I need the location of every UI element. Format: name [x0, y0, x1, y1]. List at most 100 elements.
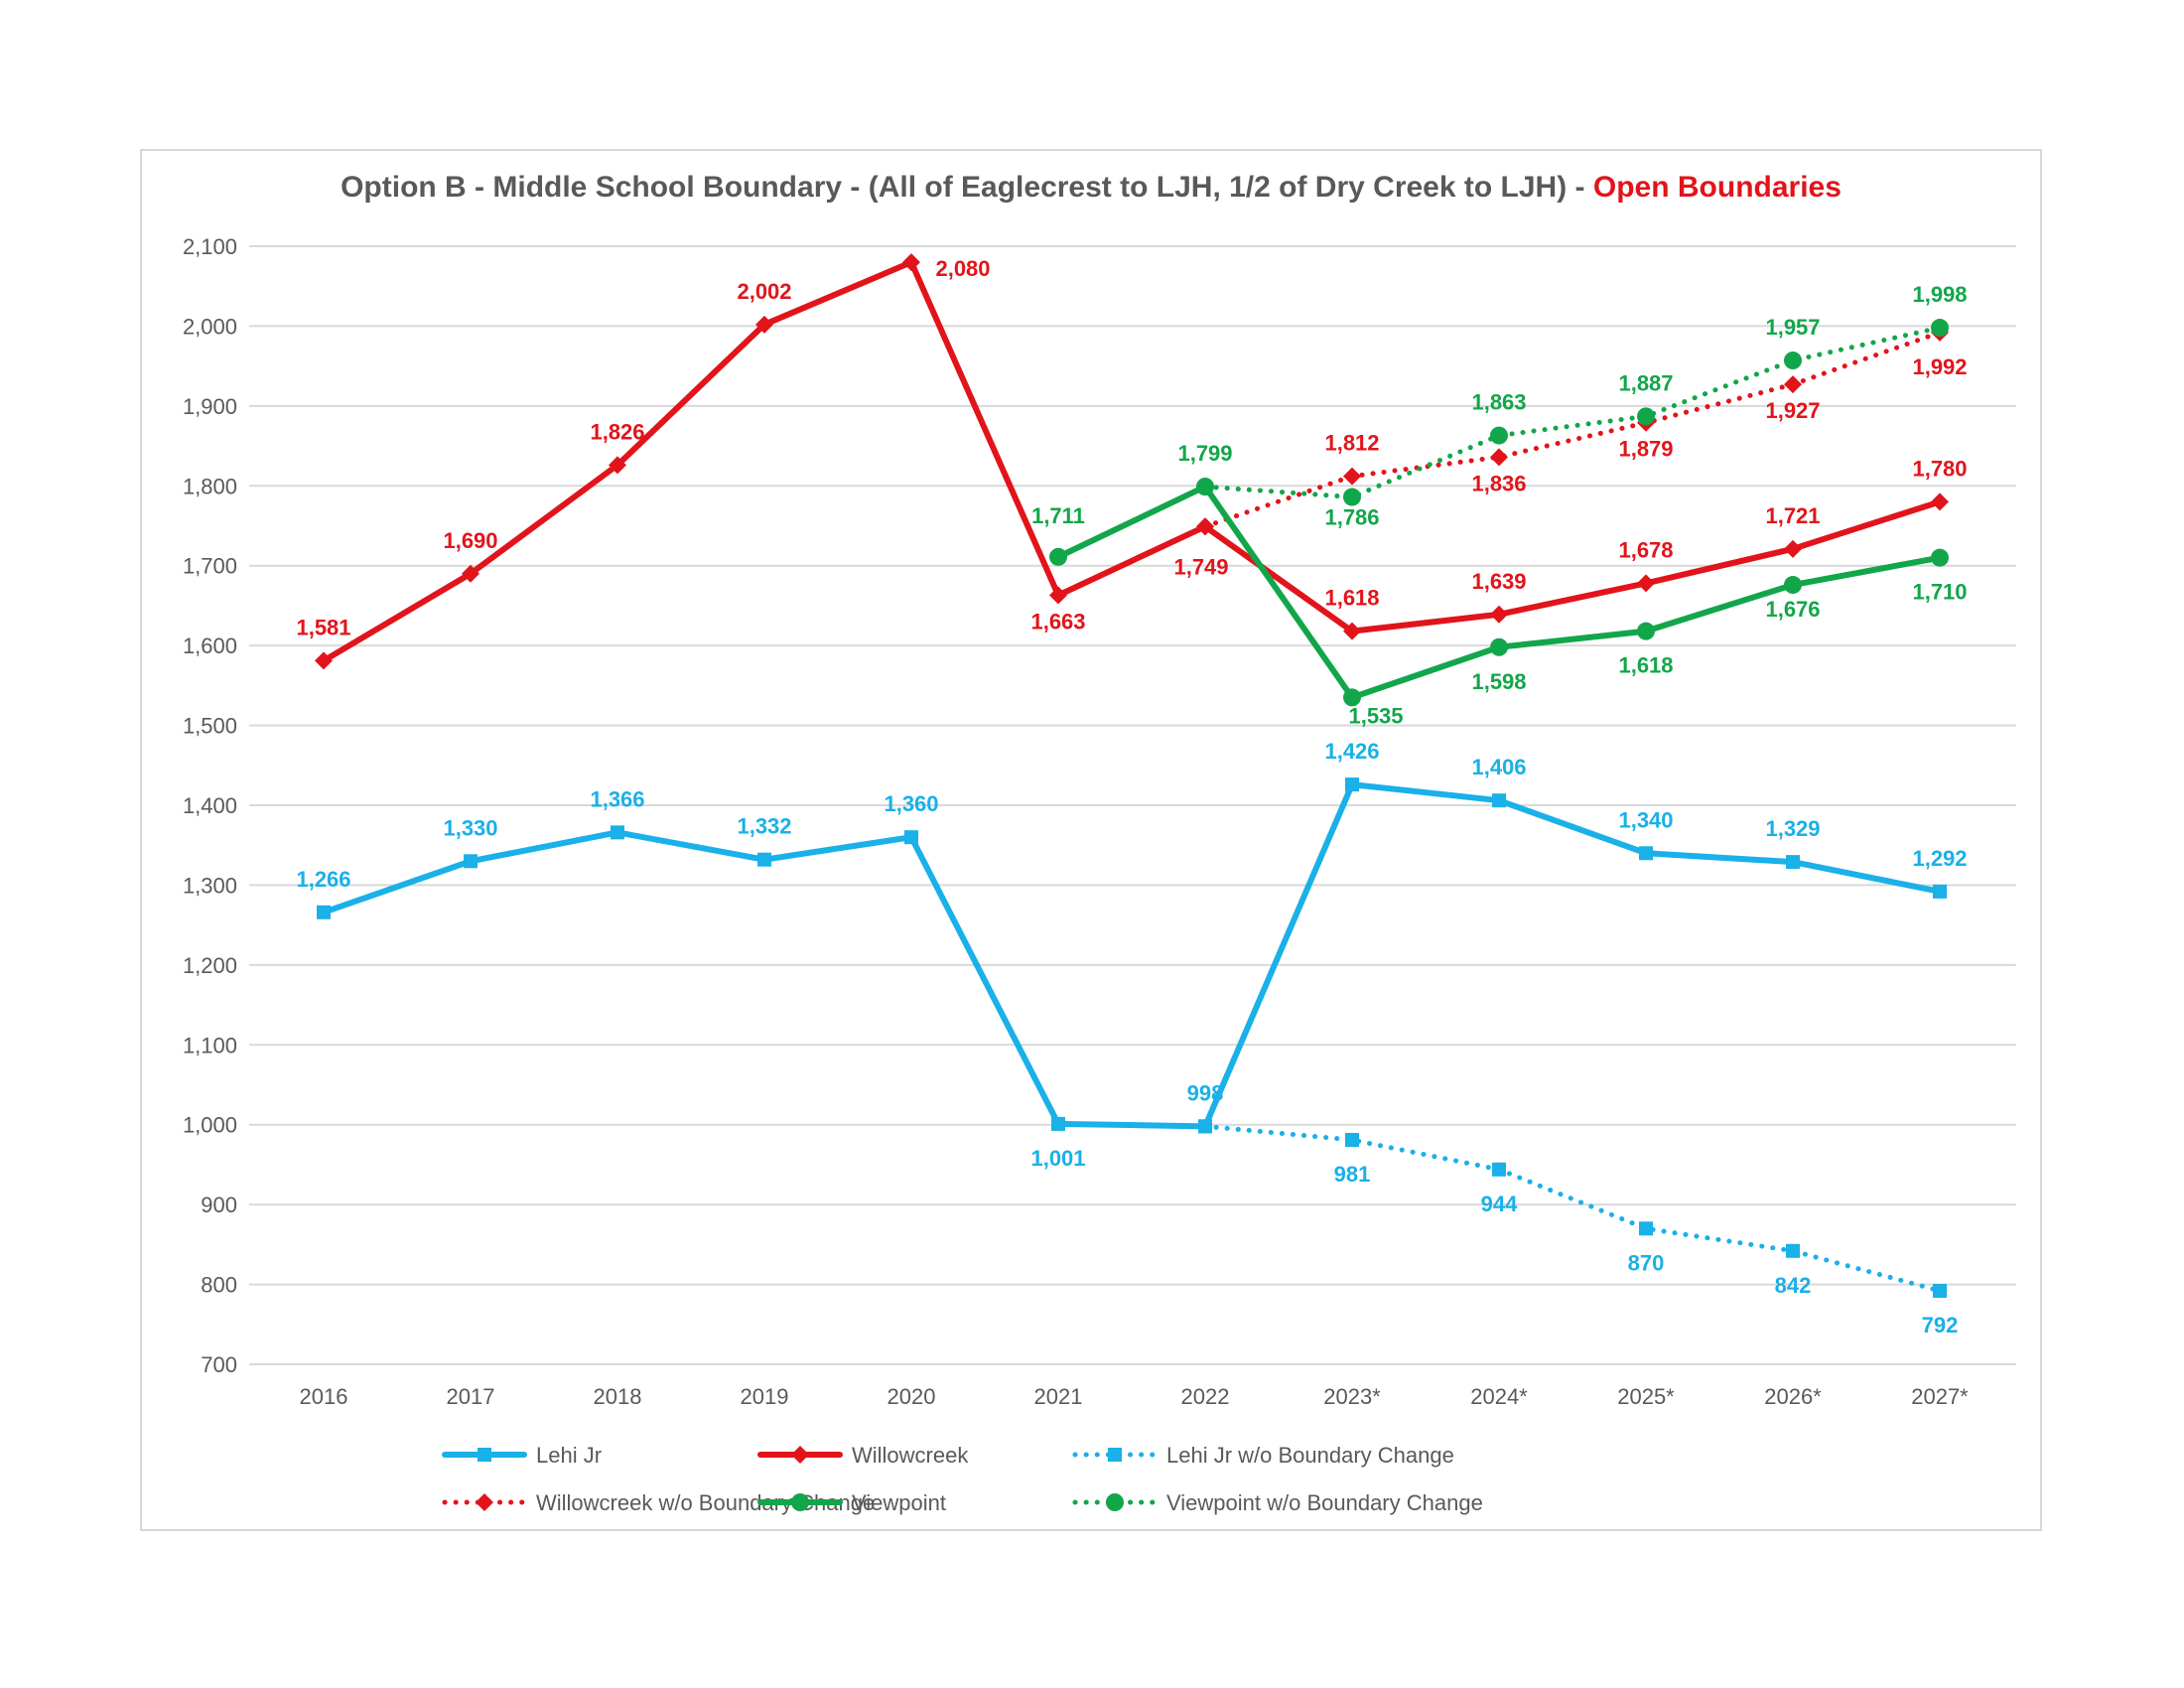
chart-title-accent: Open Boundaries [1593, 171, 1842, 204]
x-tick-label: 2019 [741, 1384, 789, 1409]
y-tick-label: 1,400 [183, 793, 237, 818]
data-label-lehi-jr: 1,406 [1471, 755, 1526, 779]
data-label-lehi-jr: 1,360 [884, 791, 938, 816]
point-lehi-jr [904, 830, 918, 845]
data-label-viewpoint-w-o-boundary-change: 1,998 [1912, 282, 1967, 307]
point-willowcreek-w-o-boundary-change [1343, 467, 1361, 486]
point-viewpoint [1637, 622, 1655, 640]
y-tick-label: 1,200 [183, 953, 237, 978]
data-label-lehi-jr: 1,332 [737, 814, 791, 839]
data-label-viewpoint: 1,711 [1031, 503, 1085, 528]
y-tick-label: 900 [201, 1193, 237, 1217]
y-tick-label: 1,900 [183, 394, 237, 419]
data-label-lehi-jr: 1,366 [590, 786, 644, 811]
data-label-lehi-jr-w-o-boundary-change: 792 [1922, 1313, 1959, 1337]
point-willowcreek [1049, 586, 1067, 605]
point-viewpoint [1343, 688, 1361, 707]
point-lehi-jr [1933, 884, 1947, 899]
legend-marker-viewpoint-w-o-boundary-change [1106, 1493, 1124, 1511]
point-willowcreek [462, 564, 479, 583]
data-label-willowcreek: 1,721 [1765, 503, 1820, 528]
data-labels: 1,266 1,330 1,366 1,332 1,360 1,001 998 1,426 1,… [296, 256, 1967, 1337]
data-label-lehi-jr: 998 [1187, 1080, 1224, 1105]
point-lehi-jr-w-o-boundary-change [1786, 1243, 1800, 1258]
x-tick-label: 2023* [1323, 1384, 1381, 1409]
x-tick-label: 2022 [1181, 1384, 1230, 1409]
legend-label-lehi-jr: Lehi Jr [536, 1443, 602, 1468]
point-willowcreek [902, 253, 920, 272]
legend-marker-willowcreek [791, 1446, 809, 1464]
point-lehi-jr [1786, 855, 1800, 870]
data-label-willowcreek: 1,780 [1912, 456, 1967, 481]
x-tick-label: 2025* [1617, 1384, 1675, 1409]
legend-label-viewpoint: Viewpoint [852, 1490, 946, 1515]
data-label-willowcreek: 1,678 [1618, 537, 1673, 562]
data-label-lehi-jr: 1,340 [1618, 807, 1673, 832]
data-label-lehi-jr-w-o-boundary-change: 842 [1775, 1273, 1812, 1298]
data-label-viewpoint: 1,799 [1177, 441, 1232, 466]
legend-marker-willowcreek-w-o-boundary-change [476, 1493, 493, 1511]
point-viewpoint-w-o-boundary-change [1343, 488, 1361, 506]
point-willowcreek [1931, 492, 1949, 511]
point-willowcreek [1637, 574, 1655, 593]
y-axis-ticks: 2,100 2,000 1,900 1,800 1,700 1,600 1,500 1,400… [183, 234, 237, 1377]
point-lehi-jr-w-o-boundary-change [1933, 1284, 1947, 1299]
x-tick-label: 2021 [1034, 1384, 1083, 1409]
data-label-viewpoint: 1,618 [1618, 653, 1673, 678]
x-tick-label: 2020 [887, 1384, 936, 1409]
data-label-willowcreek: 1,581 [296, 615, 350, 639]
y-tick-label: 1,100 [183, 1033, 237, 1057]
data-label-lehi-jr: 1,292 [1912, 846, 1967, 871]
y-tick-label: 2,100 [183, 234, 237, 259]
point-lehi-jr [317, 905, 331, 919]
point-willowcreek-w-o-boundary-change [1490, 448, 1508, 467]
data-label-lehi-jr-w-o-boundary-change: 981 [1334, 1162, 1371, 1187]
legend-label-lehi-jr-w-o-boundary-change: Lehi Jr w/o Boundary Change [1166, 1443, 1454, 1468]
point-viewpoint [1490, 637, 1508, 656]
y-tick-label: 1,700 [183, 554, 237, 579]
data-label-willowcreek: 1,639 [1471, 569, 1526, 594]
x-tick-label: 2026* [1764, 1384, 1822, 1409]
x-tick-label: 2024* [1470, 1384, 1528, 1409]
data-label-willowcreek-w-o-boundary-change: 1,992 [1912, 354, 1967, 379]
series-markers [315, 253, 1949, 1299]
point-willowcreek [1343, 622, 1361, 640]
data-label-willowcreek: 1,618 [1324, 586, 1379, 611]
data-label-viewpoint-w-o-boundary-change: 1,957 [1765, 315, 1820, 340]
legend-label-willowcreek: Willowcreek [852, 1443, 969, 1468]
point-lehi-jr [611, 825, 624, 840]
data-label-willowcreek-w-o-boundary-change: 1,812 [1324, 431, 1379, 456]
legend-marker-lehi-jr [478, 1448, 491, 1462]
point-lehi-jr [464, 854, 478, 869]
legend: Lehi Jr Willowcreek Lehi Jr w/o Boundary C… [442, 1443, 1483, 1515]
data-label-willowcreek-w-o-boundary-change: 1,879 [1618, 437, 1673, 462]
data-label-willowcreek: 1,690 [443, 528, 497, 553]
data-label-willowcreek: 1,663 [1030, 609, 1085, 633]
y-tick-label: 1,000 [183, 1113, 237, 1138]
x-tick-label: 2018 [594, 1384, 642, 1409]
point-viewpoint [1931, 548, 1949, 567]
point-viewpoint-w-o-boundary-change [1637, 407, 1655, 426]
point-lehi-jr [1345, 777, 1359, 792]
legend-label-viewpoint-w-o-boundary-change: Viewpoint w/o Boundary Change [1166, 1490, 1483, 1515]
series-line-willowcreek-w-o-boundary-change [1202, 330, 1943, 529]
point-willowcreek-w-o-boundary-change [1784, 375, 1802, 394]
point-lehi-jr [1639, 846, 1653, 861]
legend-marker-viewpoint [791, 1493, 809, 1511]
series-line-lehi-jr-w-o-boundary-change [1202, 1123, 1943, 1294]
data-label-lehi-jr-w-o-boundary-change: 870 [1628, 1250, 1665, 1275]
point-viewpoint-w-o-boundary-change [1490, 426, 1508, 445]
data-label-willowcreek-w-o-boundary-change: 1,927 [1765, 398, 1820, 423]
x-tick-label: 2027* [1911, 1384, 1969, 1409]
data-label-viewpoint: 1,598 [1471, 669, 1526, 694]
data-label-lehi-jr: 1,329 [1765, 816, 1820, 841]
point-lehi-jr-w-o-boundary-change [1345, 1132, 1359, 1147]
chart-title-main: Option B - Middle School Boundary - (All… [341, 171, 1593, 204]
point-willowcreek-w-o-boundary-change [1196, 517, 1214, 536]
series-line-viewpoint-w-o-boundary-change [1202, 325, 1943, 500]
data-label-lehi-jr: 1,266 [296, 867, 350, 892]
y-tick-label: 700 [201, 1352, 237, 1377]
point-viewpoint-w-o-boundary-change [1784, 352, 1802, 370]
point-lehi-jr-w-o-boundary-change [1639, 1221, 1653, 1236]
y-tick-label: 1,500 [183, 714, 237, 739]
